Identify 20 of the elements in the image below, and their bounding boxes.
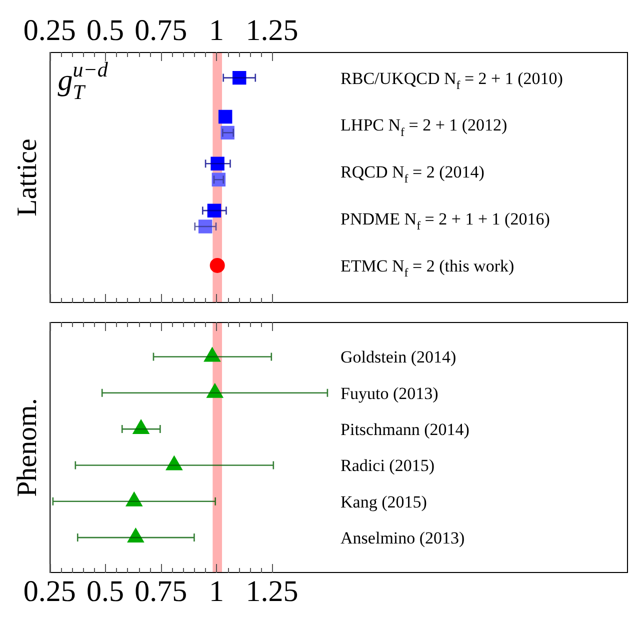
y-tick-label: Radici (2015) [340,456,434,476]
x-tick-label: 0.75 [134,574,188,608]
point [132,420,150,434]
x-tick-label: 1 [208,574,224,608]
x-tick-label: 0.25 [23,574,76,608]
y-tick-label: Pitschmann (2014) [340,420,470,440]
y-axis-title: Lattice [12,138,44,216]
y-tick-label: Kang (2015) [340,492,427,512]
x-tick-label: 0.25 [23,14,76,47]
x-tick-label: 1 [208,14,224,47]
y-tick-label: Anselmino (2013) [340,528,465,548]
x-tick-label: 0.75 [134,14,188,47]
y-tick-label: Fuyuto (2013) [340,384,438,403]
y-axis-title: Phenom. [12,398,44,497]
x-tick-label: 1.25 [246,14,298,47]
point [127,528,144,543]
x-tick-label: 0.5 [86,14,124,47]
y-tick-label: Goldstein (2014) [340,348,456,367]
x-tick-label: 0.5 [86,574,124,608]
x-tick-label: 1.25 [246,574,298,608]
